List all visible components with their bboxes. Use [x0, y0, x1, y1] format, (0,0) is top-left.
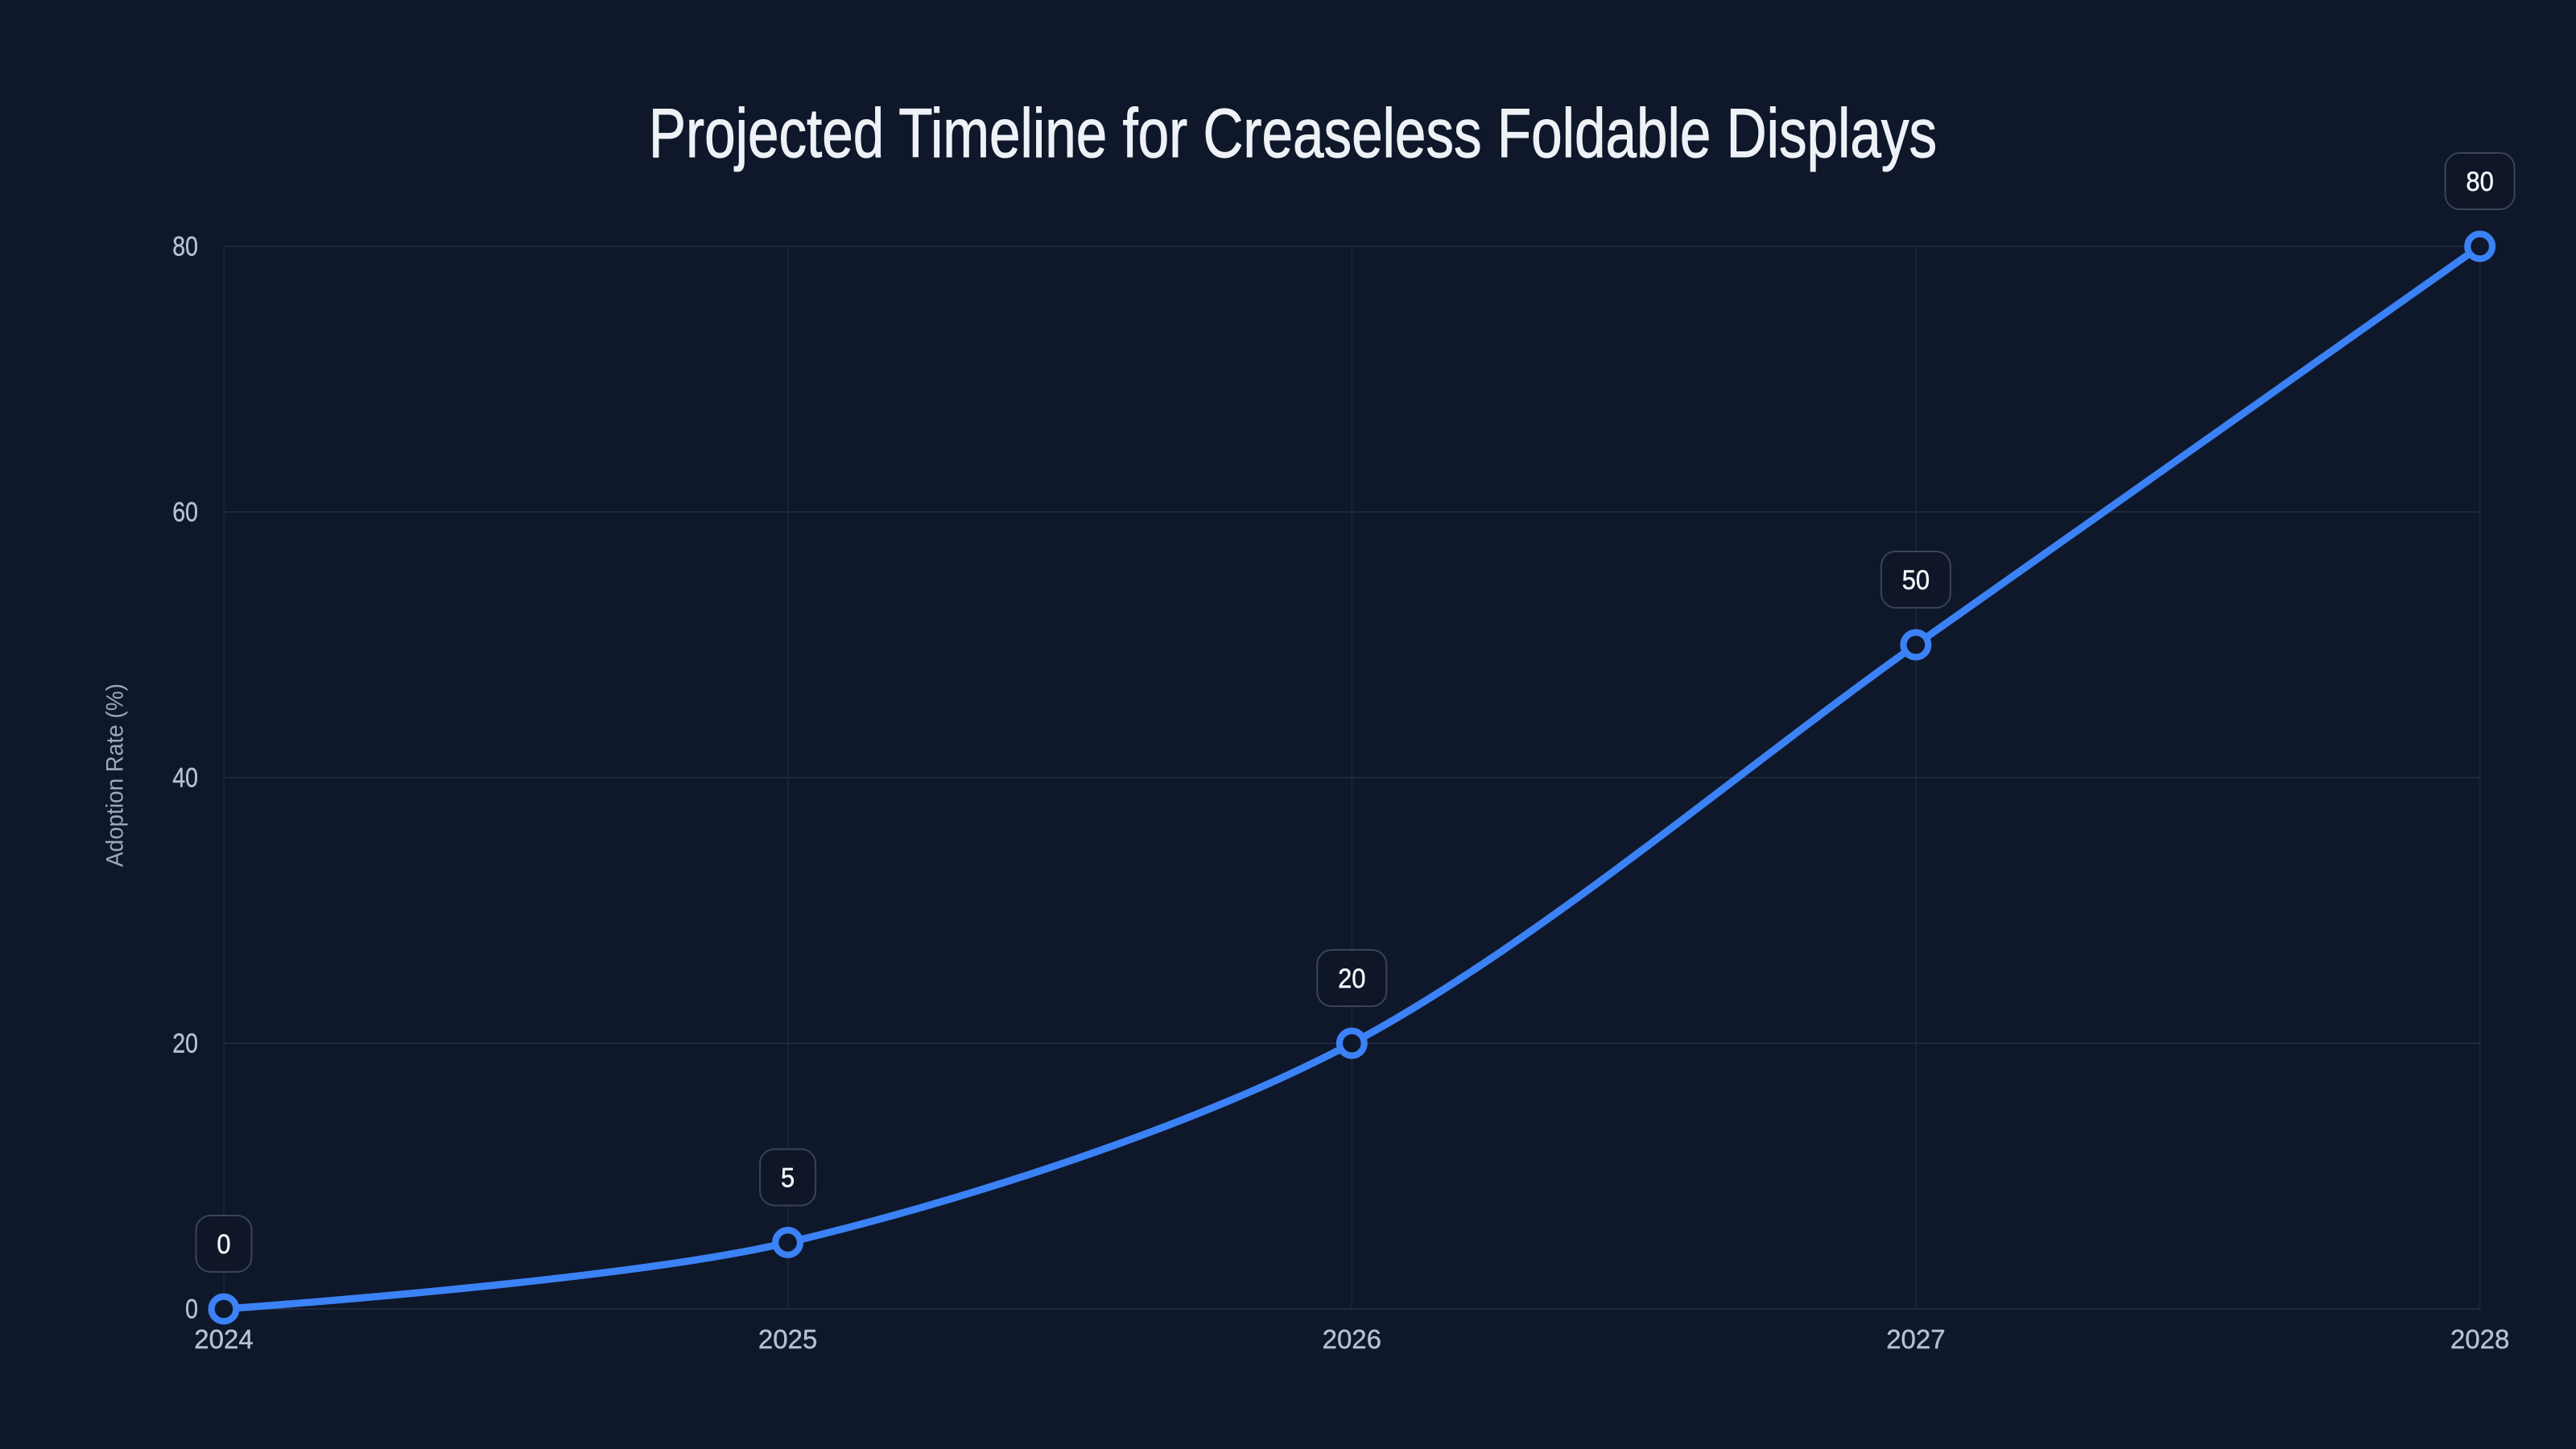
- svg-text:80: 80: [172, 231, 198, 262]
- svg-text:40: 40: [172, 762, 198, 793]
- svg-text:5: 5: [781, 1162, 795, 1193]
- svg-text:2027: 2027: [1886, 1324, 1945, 1354]
- svg-text:60: 60: [172, 497, 198, 527]
- svg-text:0: 0: [217, 1229, 230, 1260]
- svg-text:2026: 2026: [1323, 1324, 1381, 1354]
- svg-text:80: 80: [2466, 167, 2493, 197]
- svg-text:20: 20: [172, 1028, 198, 1059]
- svg-text:Adoption Rate (%): Adoption Rate (%): [102, 683, 129, 867]
- svg-text:Projected Timeline for Creasel: Projected Timeline for Creaseless Foldab…: [649, 94, 1937, 172]
- svg-text:2028: 2028: [2450, 1324, 2509, 1354]
- svg-text:0: 0: [185, 1294, 198, 1324]
- svg-text:50: 50: [1902, 565, 1930, 596]
- svg-text:2025: 2025: [758, 1324, 817, 1354]
- svg-text:20: 20: [1338, 964, 1365, 994]
- svg-text:2024: 2024: [194, 1324, 253, 1354]
